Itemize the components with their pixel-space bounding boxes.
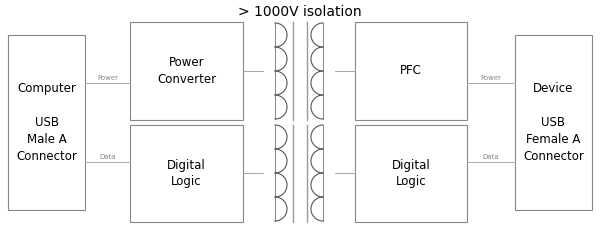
Text: Digital
Logic: Digital Logic bbox=[392, 159, 430, 188]
Bar bbox=[8, 35, 85, 210]
Text: Data: Data bbox=[99, 154, 116, 160]
Bar bbox=[355, 22, 467, 120]
Bar bbox=[355, 125, 467, 222]
Bar bbox=[130, 125, 243, 222]
Bar bbox=[515, 35, 592, 210]
Text: Computer

USB
Male A
Connector: Computer USB Male A Connector bbox=[16, 82, 77, 163]
Text: Power: Power bbox=[97, 75, 118, 81]
Text: PFC: PFC bbox=[400, 64, 422, 77]
Text: Device

USB
Female A
Connector: Device USB Female A Connector bbox=[523, 82, 584, 163]
Text: Power
Converter: Power Converter bbox=[157, 56, 216, 86]
Text: Digital
Logic: Digital Logic bbox=[167, 159, 206, 188]
Bar bbox=[130, 22, 243, 120]
Text: Power: Power bbox=[481, 75, 502, 81]
Text: > 1000V isolation: > 1000V isolation bbox=[238, 5, 362, 19]
Text: Data: Data bbox=[483, 154, 499, 160]
